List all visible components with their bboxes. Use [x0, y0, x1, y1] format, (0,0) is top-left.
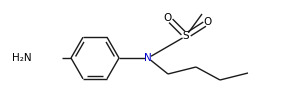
- Text: H₂N: H₂N: [12, 53, 32, 63]
- Text: N: N: [144, 53, 152, 63]
- Text: O: O: [164, 13, 172, 23]
- Text: S: S: [183, 31, 189, 41]
- Text: O: O: [204, 17, 212, 27]
